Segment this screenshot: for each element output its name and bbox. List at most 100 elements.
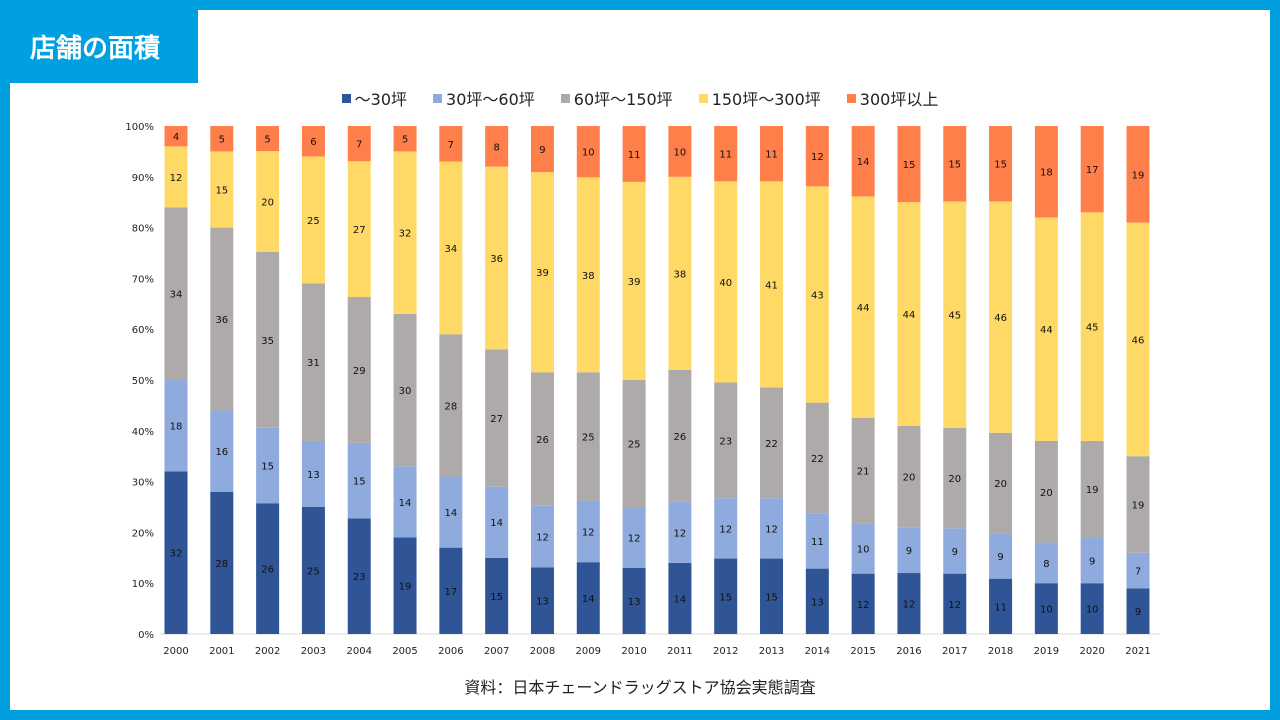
bar-segment [256, 126, 280, 152]
bar-segment [668, 126, 692, 177]
bar-segment [668, 176, 692, 370]
bar-segment [851, 126, 875, 197]
bar-segment [668, 562, 692, 634]
legend-label: 300坪以上 [859, 90, 939, 109]
bar-segment [897, 573, 921, 634]
data-label: 44 [1040, 325, 1053, 336]
x-tick-label: 2021 [1125, 646, 1150, 657]
data-label: 12 [719, 524, 732, 535]
chart-legend: 〜30坪 30坪〜60坪 60坪〜150坪 150坪〜300坪 300坪以上 [0, 86, 1280, 110]
data-label: 18 [1040, 168, 1053, 179]
bar-segment [897, 425, 921, 528]
bar-segment [439, 126, 463, 162]
bar-segment [989, 533, 1013, 579]
data-label: 12 [765, 524, 778, 535]
data-label: 40 [719, 278, 732, 289]
data-label: 12 [170, 173, 183, 184]
x-tick-label: 2018 [988, 646, 1013, 657]
bar-segment [760, 498, 784, 559]
bar-segment [439, 334, 463, 477]
data-label: 16 [215, 447, 228, 458]
legend-swatch [560, 93, 570, 103]
bar-segment [897, 126, 921, 203]
data-label: 38 [582, 271, 595, 282]
legend-swatch [846, 93, 856, 103]
data-label: 10 [1086, 605, 1099, 616]
data-label: 46 [1132, 335, 1145, 346]
data-label: 14 [857, 157, 870, 168]
bar-segment [347, 442, 371, 519]
y-tick-label: 40% [132, 427, 154, 438]
bar-segment [668, 369, 692, 502]
x-tick-label: 2012 [713, 646, 738, 657]
legend-swatch [698, 93, 708, 103]
data-label: 15 [353, 477, 366, 488]
data-label: 28 [444, 401, 457, 412]
data-label: 21 [857, 467, 870, 478]
data-label: 11 [811, 537, 824, 548]
bar-segment [851, 523, 875, 574]
bar-segment [301, 283, 325, 441]
y-tick-label: 90% [132, 173, 154, 184]
data-label: 11 [628, 150, 641, 161]
y-tick-label: 30% [132, 478, 154, 489]
data-label: 9 [1089, 556, 1095, 567]
data-label: 12 [811, 152, 824, 163]
data-label: 20 [903, 473, 916, 484]
data-label: 15 [994, 160, 1007, 171]
data-label: 25 [628, 440, 641, 451]
bar-segment [851, 573, 875, 634]
data-label: 12 [903, 600, 916, 611]
data-label: 7 [448, 140, 454, 151]
bar-segment [439, 547, 463, 634]
data-label: 10 [582, 148, 595, 159]
x-tick-label: 2016 [896, 646, 921, 657]
bar-segment [1080, 440, 1104, 538]
bar-segment [485, 557, 509, 634]
legend-label: 〜30坪 [354, 90, 408, 109]
y-tick-label: 80% [132, 224, 154, 235]
bar-segment [210, 410, 234, 492]
x-tick-label: 2019 [1034, 646, 1059, 657]
data-label: 15 [765, 592, 778, 603]
x-tick-label: 2007 [484, 646, 509, 657]
bar-segment [164, 207, 188, 380]
data-label: 44 [857, 303, 870, 314]
bar-segment [668, 501, 692, 563]
bar-segment [1034, 126, 1058, 218]
bar-segment [393, 537, 417, 634]
bar-segment [301, 440, 325, 507]
data-label: 14 [490, 518, 503, 529]
data-label: 12 [857, 600, 870, 611]
data-label: 12 [948, 600, 961, 611]
bar-segment [164, 471, 188, 634]
bar-segment [530, 567, 554, 634]
bar-segment [897, 202, 921, 426]
data-label: 22 [765, 439, 778, 450]
data-label: 20 [994, 479, 1007, 490]
data-label: 19 [399, 582, 412, 593]
data-label: 7 [1135, 567, 1141, 578]
data-label: 7 [356, 140, 362, 151]
data-label: 13 [536, 597, 549, 608]
bar-segment [1080, 212, 1104, 441]
bar-segment [714, 382, 738, 499]
bar-segment [439, 161, 463, 335]
data-label: 36 [490, 254, 503, 265]
data-label: 41 [765, 280, 778, 291]
data-label: 38 [674, 269, 687, 280]
data-label: 8 [493, 142, 499, 153]
data-label: 19 [1132, 500, 1145, 511]
data-label: 20 [261, 197, 274, 208]
x-tick-label: 2004 [347, 646, 372, 657]
bar-segment [1034, 217, 1058, 441]
x-tick-label: 2014 [805, 646, 830, 657]
x-tick-label: 2003 [301, 646, 326, 657]
bar-segment [530, 372, 554, 506]
bar-segment [347, 161, 371, 298]
bar-segment [210, 491, 234, 634]
bar-segment [301, 126, 325, 157]
bar-segment [989, 578, 1013, 634]
bar-segment [485, 486, 509, 558]
bar-segment [1126, 552, 1150, 589]
